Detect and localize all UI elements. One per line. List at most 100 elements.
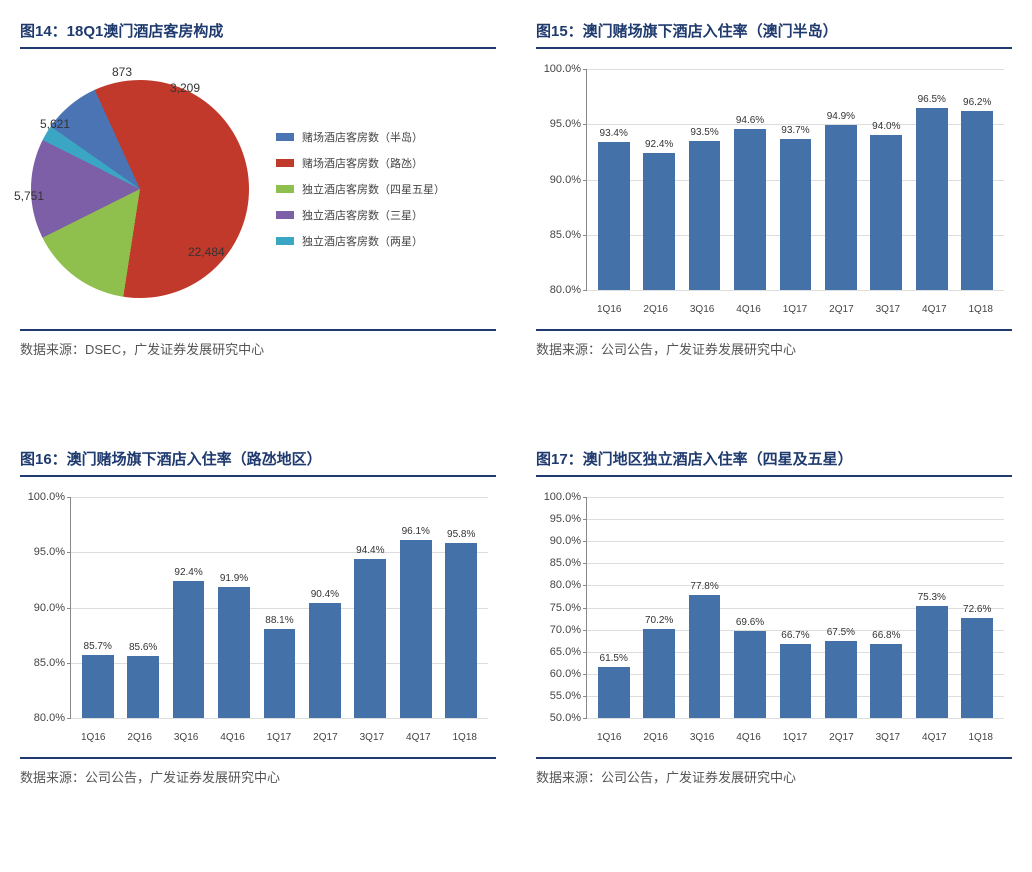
x-tick-label: 2Q16 — [116, 732, 162, 743]
bar — [127, 656, 159, 718]
y-tick-label: 95.0% — [537, 513, 581, 525]
legend-swatch — [276, 133, 294, 141]
x-tick-label: 4Q17 — [911, 304, 957, 315]
x-tick-label: 3Q17 — [349, 732, 395, 743]
bar-column: 91.9% — [211, 497, 256, 718]
chart-title: 图15：澳门赌场旗下酒店入住率（澳门半岛） — [536, 20, 1012, 49]
bar — [780, 139, 812, 290]
bar-value-label: 95.8% — [447, 529, 475, 540]
bar-column: 94.9% — [818, 69, 863, 290]
bar-column: 61.5% — [591, 497, 636, 718]
bars-container: 61.5%70.2%77.8%69.6%66.7%67.5%66.8%75.3%… — [587, 497, 1004, 718]
bar-column: 96.5% — [909, 69, 954, 290]
y-tick-label: 100.0% — [537, 63, 581, 75]
bar — [643, 629, 675, 718]
x-labels: 1Q162Q163Q164Q161Q172Q173Q174Q171Q18 — [586, 732, 1004, 743]
panel-fig14: 图14：18Q1澳门酒店客房构成 3,20922,4845,7515,62187… — [20, 20, 496, 358]
bar-value-label: 67.5% — [827, 627, 855, 638]
bar — [264, 629, 296, 719]
bar — [598, 667, 630, 718]
bar — [309, 603, 341, 718]
bars-container: 85.7%85.6%92.4%91.9%88.1%90.4%94.4%96.1%… — [71, 497, 488, 718]
legend-label: 独立酒店客房数（两星） — [302, 233, 423, 249]
x-tick-label: 3Q17 — [865, 732, 911, 743]
bar-value-label: 61.5% — [600, 653, 628, 664]
x-tick-label: 1Q16 — [586, 732, 632, 743]
bar — [734, 631, 766, 718]
bar-chart: 50.0%55.0%60.0%65.0%70.0%75.0%80.0%85.0%… — [536, 487, 1012, 747]
x-tick-label: 2Q17 — [818, 732, 864, 743]
bar-column: 95.8% — [439, 497, 484, 718]
bar — [825, 125, 857, 290]
bar-column: 90.4% — [302, 497, 347, 718]
bar — [961, 618, 993, 718]
y-tick-label: 80.0% — [537, 284, 581, 296]
x-tick-label: 2Q17 — [818, 304, 864, 315]
legend-swatch — [276, 159, 294, 167]
bar-value-label: 96.5% — [918, 94, 946, 105]
bar-column: 69.6% — [727, 497, 772, 718]
plot-area: 80.0%85.0%90.0%95.0%100.0%85.7%85.6%92.4… — [70, 497, 488, 719]
y-tick-label: 95.0% — [537, 118, 581, 130]
gridline — [587, 718, 1004, 719]
pie-legend: 赌场酒店客房数（半岛）赌场酒店客房数（路氹）独立酒店客房数（四星五星）独立酒店客… — [260, 119, 496, 259]
chart-title: 图17：澳门地区独立酒店入住率（四星及五星） — [536, 448, 1012, 477]
bar-value-label: 90.4% — [311, 589, 339, 600]
x-tick-label: 1Q17 — [772, 304, 818, 315]
panel-fig15: 图15：澳门赌场旗下酒店入住率（澳门半岛） 80.0%85.0%90.0%95.… — [536, 20, 1012, 358]
bar-column: 77.8% — [682, 497, 727, 718]
y-tick-label: 65.0% — [537, 646, 581, 658]
bar-column: 67.5% — [818, 497, 863, 718]
bar — [870, 135, 902, 290]
bar-chart: 80.0%85.0%90.0%95.0%100.0%93.4%92.4%93.5… — [536, 59, 1012, 319]
x-tick-label: 2Q16 — [632, 732, 678, 743]
legend-item: 赌场酒店客房数（半岛） — [276, 129, 496, 145]
bar — [825, 641, 857, 718]
bar — [916, 606, 948, 718]
pie-slice-label: 5,621 — [40, 117, 70, 131]
pie-slice-label: 3,209 — [170, 81, 200, 95]
y-tick-label: 60.0% — [537, 668, 581, 680]
y-tick-label: 85.0% — [537, 229, 581, 241]
pie-slice-label: 5,751 — [14, 189, 44, 203]
x-tick-label: 4Q16 — [725, 304, 771, 315]
bar-column: 94.4% — [348, 497, 393, 718]
y-tick-label: 75.0% — [537, 602, 581, 614]
panel-fig16: 图16：澳门赌场旗下酒店入住率（路氹地区） 80.0%85.0%90.0%95.… — [20, 448, 496, 786]
bar-value-label: 94.9% — [827, 111, 855, 122]
x-tick-label: 1Q16 — [70, 732, 116, 743]
x-tick-label: 1Q17 — [772, 732, 818, 743]
x-tick-label: 3Q16 — [163, 732, 209, 743]
legend-swatch — [276, 211, 294, 219]
pie-holder: 3,20922,4845,7515,621873 — [20, 69, 260, 309]
bar-column: 94.0% — [864, 69, 909, 290]
bar — [643, 153, 675, 290]
bar-value-label: 66.7% — [781, 630, 809, 641]
pie-chart: 3,20922,4845,7515,621873 赌场酒店客房数（半岛）赌场酒店… — [20, 59, 496, 319]
bar-value-label: 93.4% — [600, 128, 628, 139]
bar-column: 92.4% — [166, 497, 211, 718]
bar-value-label: 69.6% — [736, 617, 764, 628]
bar-column: 93.5% — [682, 69, 727, 290]
gridline — [71, 718, 488, 719]
chart-title: 图14：18Q1澳门酒店客房构成 — [20, 20, 496, 49]
plot-area: 80.0%85.0%90.0%95.0%100.0%93.4%92.4%93.5… — [586, 69, 1004, 291]
y-tick-label: 80.0% — [21, 712, 65, 724]
x-tick-label: 3Q16 — [679, 304, 725, 315]
bar — [734, 129, 766, 290]
bar-column: 72.6% — [955, 497, 1000, 718]
x-tick-label: 2Q17 — [302, 732, 348, 743]
y-tick-label: 80.0% — [537, 579, 581, 591]
bar — [916, 108, 948, 290]
bar — [870, 644, 902, 718]
y-tick-label: 85.0% — [537, 557, 581, 569]
bar-column: 66.8% — [864, 497, 909, 718]
plot-area: 50.0%55.0%60.0%65.0%70.0%75.0%80.0%85.0%… — [586, 497, 1004, 719]
bar-column: 96.2% — [955, 69, 1000, 290]
x-tick-label: 4Q17 — [911, 732, 957, 743]
y-tick-label: 90.0% — [537, 174, 581, 186]
bar-column: 66.7% — [773, 497, 818, 718]
x-tick-label: 1Q17 — [256, 732, 302, 743]
bar — [354, 559, 386, 718]
legend-item: 独立酒店客房数（三星） — [276, 207, 496, 223]
